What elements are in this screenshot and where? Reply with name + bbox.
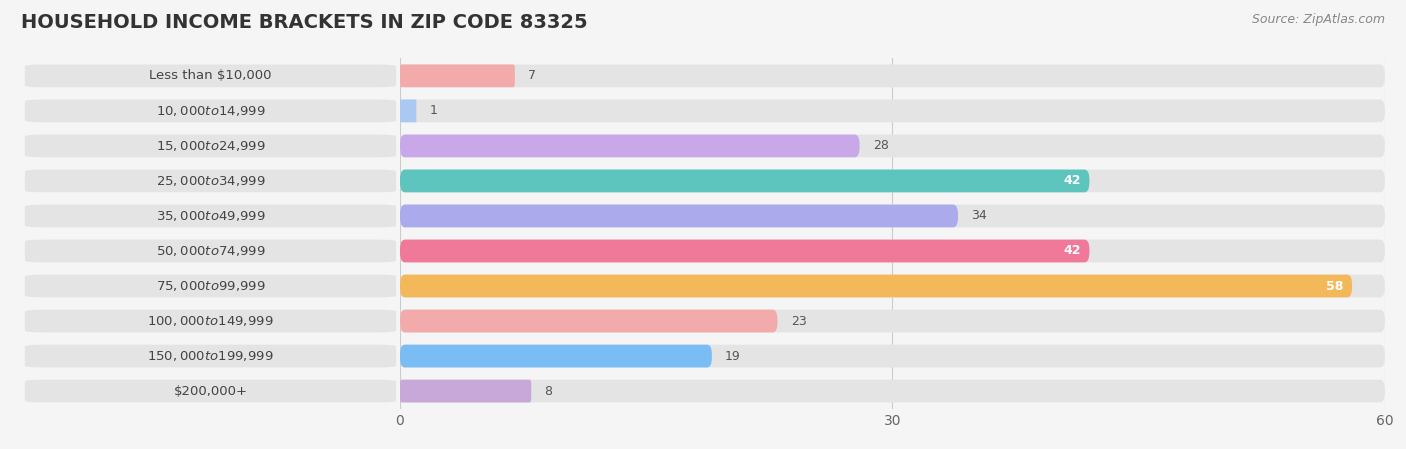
FancyBboxPatch shape — [399, 170, 1090, 192]
FancyBboxPatch shape — [399, 275, 1385, 297]
Text: 58: 58 — [1326, 280, 1344, 292]
Text: Less than $10,000: Less than $10,000 — [149, 70, 271, 82]
FancyBboxPatch shape — [399, 65, 1385, 87]
FancyBboxPatch shape — [399, 345, 1385, 367]
Text: 8: 8 — [544, 385, 553, 397]
Text: $10,000 to $14,999: $10,000 to $14,999 — [156, 104, 266, 118]
FancyBboxPatch shape — [399, 240, 1385, 262]
FancyBboxPatch shape — [25, 240, 396, 262]
Text: 28: 28 — [873, 140, 889, 152]
FancyBboxPatch shape — [399, 135, 1385, 157]
Text: 19: 19 — [725, 350, 741, 362]
Text: Source: ZipAtlas.com: Source: ZipAtlas.com — [1251, 13, 1385, 26]
Text: $25,000 to $34,999: $25,000 to $34,999 — [156, 174, 266, 188]
FancyBboxPatch shape — [399, 310, 1385, 332]
Text: 1: 1 — [429, 105, 437, 117]
FancyBboxPatch shape — [399, 100, 416, 122]
Text: 23: 23 — [790, 315, 807, 327]
Text: $35,000 to $49,999: $35,000 to $49,999 — [156, 209, 266, 223]
FancyBboxPatch shape — [399, 275, 1353, 297]
FancyBboxPatch shape — [399, 240, 1090, 262]
FancyBboxPatch shape — [399, 100, 1385, 122]
FancyBboxPatch shape — [399, 310, 778, 332]
Text: 42: 42 — [1064, 245, 1081, 257]
Text: $75,000 to $99,999: $75,000 to $99,999 — [156, 279, 266, 293]
FancyBboxPatch shape — [399, 380, 531, 402]
FancyBboxPatch shape — [25, 65, 396, 87]
Text: $15,000 to $24,999: $15,000 to $24,999 — [156, 139, 266, 153]
Text: $200,000+: $200,000+ — [173, 385, 247, 397]
FancyBboxPatch shape — [399, 205, 957, 227]
Text: $150,000 to $199,999: $150,000 to $199,999 — [148, 349, 274, 363]
FancyBboxPatch shape — [399, 65, 515, 87]
Text: HOUSEHOLD INCOME BRACKETS IN ZIP CODE 83325: HOUSEHOLD INCOME BRACKETS IN ZIP CODE 83… — [21, 13, 588, 32]
FancyBboxPatch shape — [25, 345, 396, 367]
Text: $100,000 to $149,999: $100,000 to $149,999 — [148, 314, 274, 328]
FancyBboxPatch shape — [399, 135, 859, 157]
FancyBboxPatch shape — [399, 345, 711, 367]
Text: $50,000 to $74,999: $50,000 to $74,999 — [156, 244, 266, 258]
Text: 42: 42 — [1064, 175, 1081, 187]
FancyBboxPatch shape — [25, 275, 396, 297]
FancyBboxPatch shape — [25, 205, 396, 227]
FancyBboxPatch shape — [399, 380, 1385, 402]
FancyBboxPatch shape — [399, 205, 1385, 227]
FancyBboxPatch shape — [25, 100, 396, 122]
Text: 7: 7 — [529, 70, 536, 82]
FancyBboxPatch shape — [25, 380, 396, 402]
FancyBboxPatch shape — [25, 310, 396, 332]
FancyBboxPatch shape — [399, 170, 1385, 192]
Text: 34: 34 — [972, 210, 987, 222]
FancyBboxPatch shape — [25, 135, 396, 157]
FancyBboxPatch shape — [25, 170, 396, 192]
